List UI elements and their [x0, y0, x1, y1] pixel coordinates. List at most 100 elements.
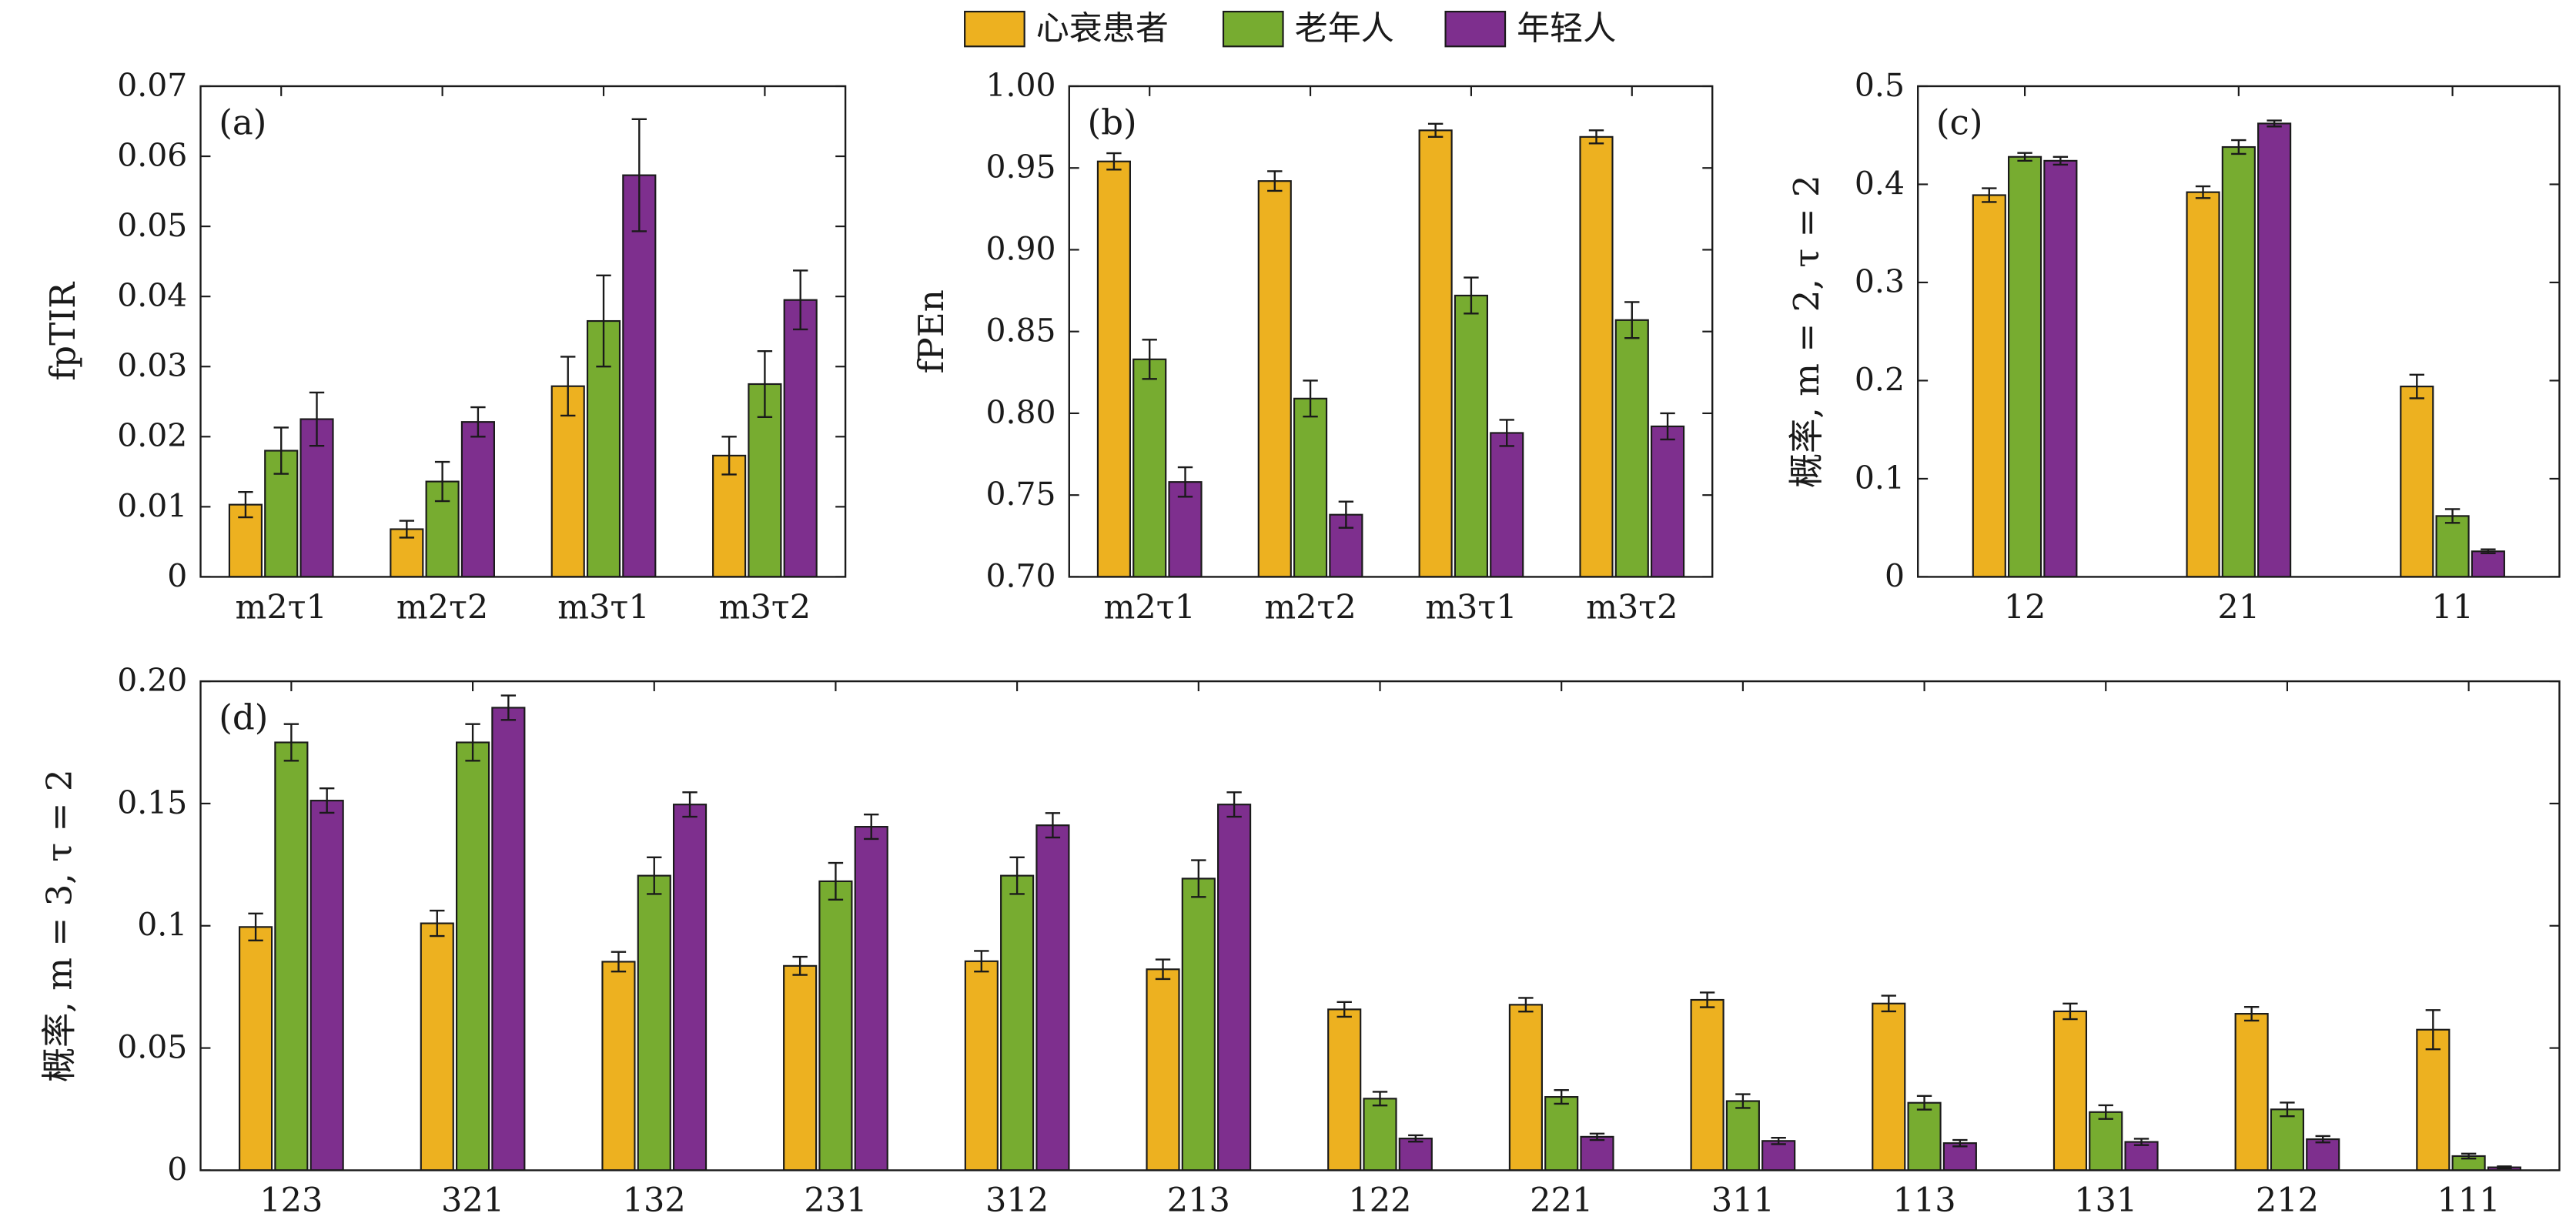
x-tick-label: 111: [2437, 1182, 2501, 1220]
error-bar: [2052, 155, 2069, 166]
error-bar: [248, 912, 263, 941]
error-bar: [1267, 170, 1283, 192]
error-bar: [792, 955, 808, 976]
error-bar: [2461, 1152, 2477, 1160]
y-tick-label: 0.80: [985, 394, 1055, 431]
error-bar: [1735, 1093, 1751, 1109]
error-bar: [1155, 958, 1171, 981]
bar: [1327, 1008, 1362, 1172]
x-tick-label: m3τ1: [1425, 588, 1517, 627]
x-tick-label: 123: [259, 1182, 323, 1220]
x-tick-label: m3τ2: [719, 588, 811, 627]
x-tick-label: m2τ1: [236, 588, 327, 627]
bar: [420, 922, 454, 1172]
error-bar: [1660, 412, 1675, 441]
error-bar: [1372, 1091, 1388, 1107]
error-bar: [434, 460, 450, 503]
bar: [1035, 824, 1070, 1172]
error-bar: [1982, 187, 1997, 203]
panel-tag: (d): [219, 697, 268, 738]
error-bar: [1588, 129, 1604, 145]
error-bar: [1916, 1095, 1932, 1111]
error-bar: [1952, 1138, 1968, 1148]
bar: [460, 421, 495, 578]
bar: [2234, 1013, 2269, 1172]
x-tick-label: m3τ1: [557, 588, 649, 627]
bar: [2089, 1111, 2123, 1172]
error-bar: [1427, 122, 1444, 139]
error-bar: [465, 723, 480, 762]
error-bar: [864, 814, 879, 841]
legend: 心衰患者 老年人 年轻人: [964, 10, 1616, 48]
bar: [1544, 1096, 1579, 1172]
bar: [239, 926, 273, 1172]
error-bar: [1142, 339, 1157, 380]
y-tick-label: 0.05: [117, 1028, 187, 1065]
error-bar: [1106, 152, 1122, 171]
error-bar: [1589, 1132, 1605, 1141]
y-tick-label: 0.75: [985, 476, 1055, 513]
y-tick-label: 0.70: [985, 557, 1055, 594]
error-bar: [1881, 994, 1896, 1013]
error-bar: [1464, 276, 1479, 315]
legend-label: 老年人: [1295, 10, 1394, 48]
error-bar: [2267, 119, 2282, 128]
plot-frame: [199, 680, 2561, 1172]
y-tick-label: 0.07: [117, 67, 187, 104]
error-bar: [2017, 152, 2032, 162]
x-tick-label: 312: [985, 1182, 1049, 1220]
x-tick-label: 321: [441, 1182, 504, 1220]
x-tick-label: 131: [2074, 1182, 2137, 1220]
bar: [712, 454, 747, 578]
error-bar: [2425, 1009, 2441, 1051]
error-bar: [273, 426, 289, 475]
bar: [1418, 129, 1453, 578]
error-bar: [828, 861, 844, 901]
error-bar: [430, 909, 445, 938]
error-bar: [1499, 419, 1514, 447]
bar: [309, 800, 344, 1172]
bar: [2471, 550, 2505, 578]
error-bar: [2062, 1002, 2078, 1021]
error-bar: [596, 274, 611, 368]
bar: [1257, 180, 1292, 578]
y-tick-label: 0.85: [985, 313, 1055, 349]
error-bar: [757, 350, 773, 418]
error-bar: [2231, 139, 2246, 155]
panels: 0 0.01 0.02 0.03 0.04 0.05 0.06 0.07 fpTIR m2τ1 m2…: [39, 67, 2561, 1220]
error-bar: [611, 951, 627, 973]
bar: [1690, 998, 1725, 1172]
bar: [2186, 191, 2220, 578]
error-bar: [1045, 812, 1061, 839]
legend-item-2: 老年人: [1222, 10, 1394, 48]
bar: [1454, 294, 1488, 578]
y-tick-label: 0.95: [985, 149, 1055, 186]
x-tick-label: m2τ1: [1104, 588, 1196, 627]
error-bar: [1408, 1134, 1423, 1143]
panel-tag: (a): [219, 102, 266, 142]
bar: [818, 880, 853, 1172]
error-bar: [2409, 373, 2424, 399]
bar: [1614, 319, 1649, 578]
error-bar: [1303, 379, 1318, 418]
y-tick-label: 0.05: [117, 207, 187, 244]
error-bar: [1191, 859, 1206, 898]
legend-swatch: [964, 10, 1025, 48]
bar: [964, 960, 999, 1172]
bar: [622, 174, 657, 578]
error-bar: [1177, 466, 1193, 498]
bar: [1725, 1100, 1760, 1172]
bar: [2416, 1028, 2451, 1172]
bar: [1651, 425, 1685, 578]
error-bar: [1624, 301, 1640, 339]
y-axis-label: 概率, m = 3, τ = 2: [39, 769, 80, 1082]
x-tick-label: m3τ2: [1586, 588, 1678, 627]
error-bar: [682, 791, 698, 818]
legend-swatch: [1444, 10, 1507, 48]
bar: [1872, 1002, 1906, 1172]
error-bar: [2315, 1135, 2330, 1144]
error-bar: [2444, 508, 2461, 524]
y-axis-label: fPEn: [911, 289, 952, 373]
error-bar: [1009, 856, 1025, 895]
